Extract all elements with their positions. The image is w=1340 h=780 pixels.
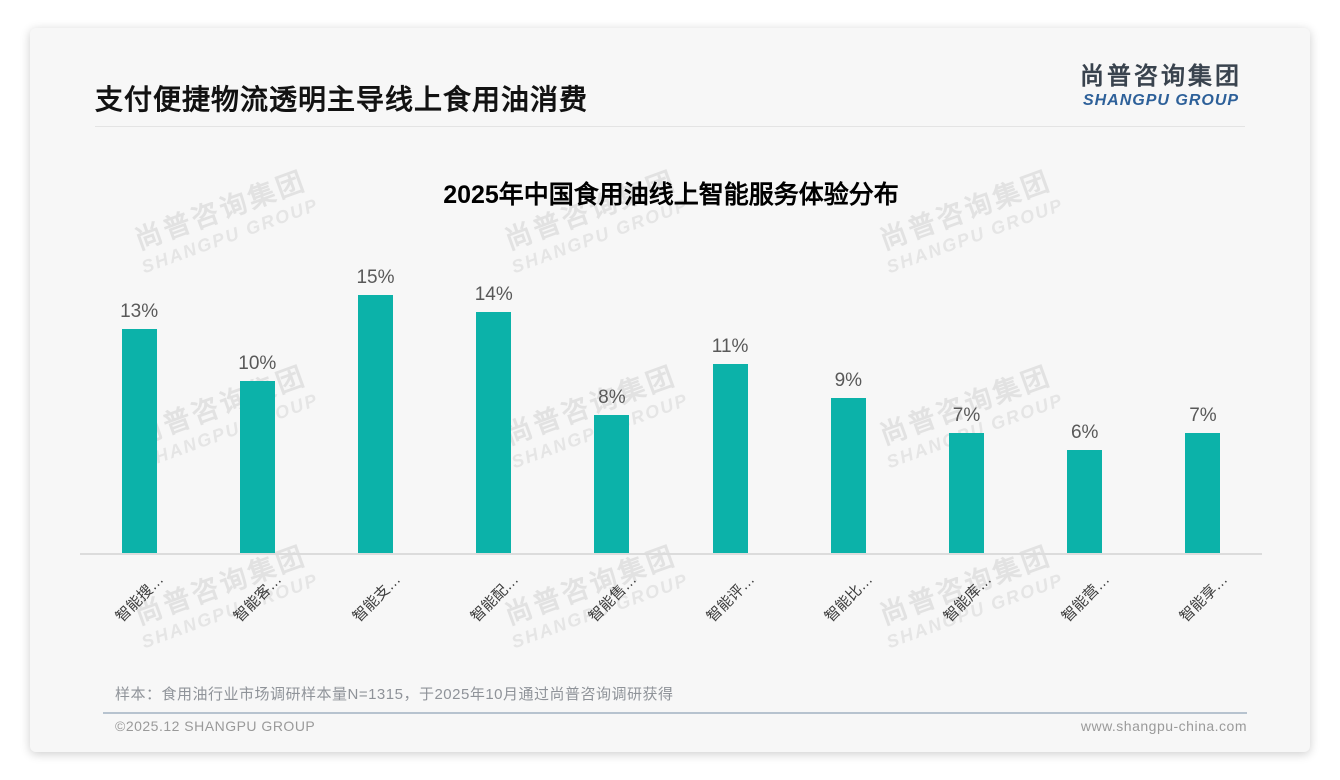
x-axis-label-slot: 智能评… <box>671 555 789 665</box>
bar-group: 7% <box>1144 263 1262 553</box>
x-axis-label-slot: 智能配… <box>435 555 553 665</box>
bar-value-label: 13% <box>120 301 159 322</box>
bar-group: 15% <box>316 263 434 553</box>
bar <box>358 295 393 553</box>
bar-group: 13% <box>80 263 198 553</box>
bar-value-label: 8% <box>598 387 626 408</box>
x-axis-label-slot: 智能比… <box>789 555 907 665</box>
x-axis-line <box>80 553 1262 555</box>
x-axis-label: 智能配… <box>467 571 522 626</box>
x-axis-label-slot: 智能支… <box>316 555 434 665</box>
bar <box>949 433 985 553</box>
bar <box>1185 433 1221 553</box>
bar-value-label: 7% <box>1189 405 1217 426</box>
bar-group: 7% <box>907 263 1025 553</box>
bar-value-label: 15% <box>356 267 395 288</box>
footer-copyright: ©2025.12 SHANGPU GROUP <box>115 718 316 734</box>
x-axis-label-slot: 智能搜… <box>80 555 198 665</box>
x-axis-label-slot: 智能营… <box>1026 555 1144 665</box>
x-axis-label: 智能享… <box>1176 571 1232 626</box>
x-axis-label: 智能比… <box>822 571 877 626</box>
bar-value-label: 10% <box>238 353 277 374</box>
x-axis-label: 智能售… <box>585 571 641 626</box>
bar <box>121 329 157 553</box>
bar-value-label: 14% <box>474 284 513 305</box>
x-axis-label-slot: 智能享… <box>1144 555 1262 665</box>
x-axis-label: 智能支… <box>349 571 404 626</box>
bar <box>830 398 866 553</box>
footer-website: www.shangpu-china.com <box>1080 718 1247 734</box>
bar <box>239 381 275 553</box>
company-logo: 尚普咨询集团 SHANGPU GROUP <box>1080 56 1242 110</box>
bar-value-label: 11% <box>711 336 749 357</box>
slide-card: 尚普咨询集团 SHANGPU GROUP 尚普咨询集团 SHANGPU GROUP 尚普… <box>30 28 1310 752</box>
bar-chart: 13% 10% 15% 14% 8% 11% 9% 7% 6% 7% <box>80 263 1262 553</box>
x-axis-label-slot: 智能库… <box>907 555 1025 665</box>
bar <box>1067 450 1103 553</box>
bar-value-label: 6% <box>1070 422 1099 443</box>
page-title: 支付便捷物流透明主导线上食用油消费 <box>95 84 589 115</box>
bar <box>594 415 630 553</box>
bar-group: 14% <box>435 263 553 553</box>
x-axis-label: 智能库… <box>940 571 995 626</box>
chart-title: 2025年中国食用油线上智能服务体验分布 <box>443 181 899 209</box>
logo-english-text: SHANGPU GROUP <box>1082 92 1240 109</box>
x-axis-label: 智能搜… <box>112 571 168 626</box>
bar-group: 6% <box>1026 263 1144 553</box>
x-axis-label: 智能客… <box>230 571 286 626</box>
bar-value-label: 9% <box>834 370 863 391</box>
bar <box>476 312 512 553</box>
x-axis-labels: 智能搜… 智能客… 智能支… 智能配… 智能售… 智能评… 智能比… 智能库… 智能营… 智能享… <box>80 555 1262 665</box>
header-divider <box>95 126 1245 127</box>
x-axis-label: 智能营… <box>1058 571 1113 626</box>
bar-group: 10% <box>198 263 316 553</box>
bar-group: 9% <box>789 263 907 553</box>
sample-footnote: 样本：食用油行业市场调研样本量N=1315，于2025年10月通过尚普咨询调研获… <box>115 686 674 703</box>
logo-chinese-text: 尚普咨询集团 <box>1080 63 1242 90</box>
footer-divider <box>103 712 1247 714</box>
bar-value-label: 7% <box>952 405 981 426</box>
x-axis-label: 智能评… <box>703 571 759 626</box>
bar-group: 8% <box>553 263 671 553</box>
x-axis-label-slot: 智能客… <box>198 555 316 665</box>
bar-group: 11% <box>671 263 789 553</box>
x-axis-label-slot: 智能售… <box>553 555 671 665</box>
bar <box>712 364 748 553</box>
